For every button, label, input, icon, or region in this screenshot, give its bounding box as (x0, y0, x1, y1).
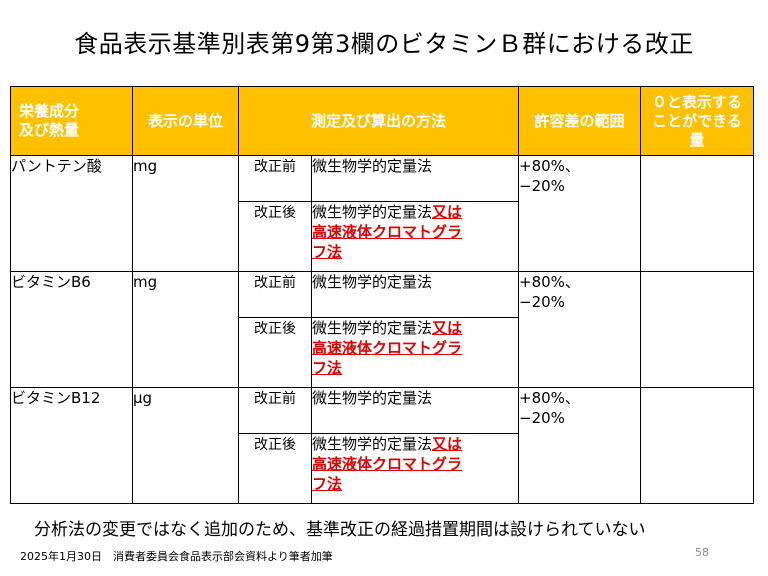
table-row: 改正後 微生物学的定量法又は 高速液体クロマトグラ フ法 (11, 317, 754, 388)
footer-note: 分析法の変更ではなく追加のため、基準改正の経過措置期間は設けられていない (34, 520, 646, 540)
page-title: 食品表示基準別表第9第3欄のビタミンＢ群における改正 (74, 30, 694, 58)
phase-after: 改正後 (238, 317, 312, 388)
unit-value: μg (132, 387, 239, 504)
added-method-text: 高速液体クロマトグラ (312, 455, 463, 473)
page-number: 58 (695, 546, 709, 559)
table-row: ビタミンB6 mg 改正前 微生物学的定量法 +80%、 −20% (10, 271, 755, 388)
tolerance-range: +80%、 −20% (518, 387, 642, 504)
table-header-row: 栄養成分 及び熱量 表示の単位 測定及び算出の方法 許容差の範囲 ０と表示する … (10, 86, 755, 156)
zero-amount (640, 271, 755, 388)
header-tolerance: 許容差の範囲 (518, 86, 642, 156)
phase-after: 改正後 (238, 433, 312, 504)
method-before: 微生物学的定量法 (310, 271, 520, 318)
method-after: 微生物学的定量法又は 高速液体クロマトグラ フ法 (310, 433, 520, 504)
unit-value: mg (132, 271, 239, 388)
method-after: 微生物学的定量法又は 高速液体クロマトグラ フ法 (310, 201, 520, 272)
method-after: 微生物学的定量法又は 高速液体クロマトグラ フ法 (310, 317, 520, 388)
header-nutrient: 栄養成分 及び熱量 (10, 86, 133, 156)
phase-after: 改正後 (238, 201, 312, 272)
table-row: 改正後 微生物学的定量法又は 高速液体クロマトグラ フ法 (11, 201, 754, 272)
nutrient-name: ビタミンB12 (10, 387, 133, 504)
added-method-text: フ法 (312, 475, 343, 493)
added-method-text: 高速液体クロマトグラ (312, 339, 463, 357)
tolerance-range: +80%、 −20% (518, 155, 642, 272)
revision-table: 栄養成分 及び熱量 表示の単位 測定及び算出の方法 許容差の範囲 ０と表示する … (10, 86, 755, 504)
method-before: 微生物学的定量法 (310, 387, 520, 434)
zero-amount (640, 387, 755, 504)
phase-before: 改正前 (238, 387, 312, 434)
header-unit: 表示の単位 (132, 86, 239, 156)
tolerance-range: +80%、 −20% (518, 271, 642, 388)
zero-amount (640, 155, 755, 272)
added-method-text: 又は (432, 203, 463, 221)
added-method-text: 又は (432, 435, 463, 453)
added-method-text: 又は (432, 319, 463, 337)
nutrient-name: ビタミンB6 (10, 271, 133, 388)
phase-before: 改正前 (238, 271, 312, 318)
method-before: 微生物学的定量法 (310, 155, 520, 202)
header-method: 測定及び算出の方法 (237, 86, 520, 156)
table-row: ビタミンB12 μg 改正前 微生物学的定量法 +80%、 −20% (10, 387, 755, 504)
unit-value: mg (132, 155, 239, 272)
nutrient-name: パントテン酸 (10, 155, 133, 272)
table-row: 改正後 微生物学的定量法又は 高速液体クロマトグラ フ法 (11, 433, 754, 504)
added-method-text: フ法 (312, 359, 343, 377)
added-method-text: 高速液体クロマトグラ (312, 223, 463, 241)
table-row: パントテン酸 mg 改正前 微生物学的定量法 +80%、 −20% (10, 155, 755, 272)
phase-before: 改正前 (238, 155, 312, 202)
header-zero-amount: ０と表示する ことができる 量 (640, 86, 755, 156)
added-method-text: フ法 (312, 243, 343, 261)
source-citation: 2025年1月30日 消費者委員会食品表示部会資料より筆者加筆 (20, 550, 333, 563)
